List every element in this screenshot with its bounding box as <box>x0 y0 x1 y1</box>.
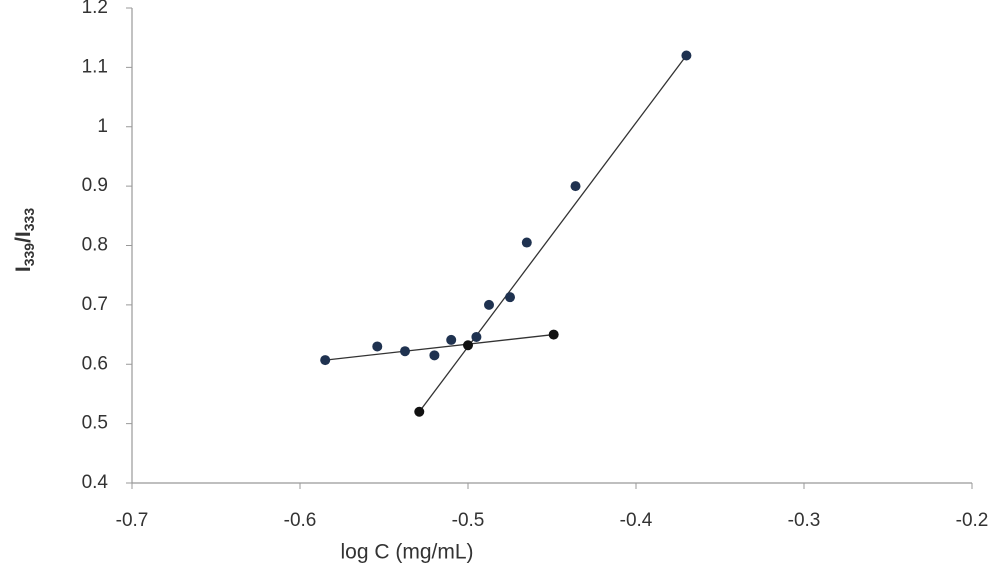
point <box>484 299 494 310</box>
trendline <box>418 55 687 413</box>
trendline <box>325 333 554 361</box>
y-tick-label: 0.7 <box>82 294 108 315</box>
point <box>570 181 581 192</box>
point <box>505 292 515 303</box>
y-tick-label: 0.6 <box>82 353 108 374</box>
point <box>681 50 692 61</box>
y-label-sub: 339 <box>21 243 37 267</box>
x-tick-label: -0.7 <box>116 510 149 531</box>
y-tick-label: 0.9 <box>82 175 108 196</box>
y-tick-label: 1 <box>97 116 108 137</box>
point <box>372 341 383 352</box>
y-axis-label: I339/I333 <box>12 208 37 272</box>
y-tick-label: 1.1 <box>82 56 108 77</box>
x-tick-label: -0.6 <box>284 510 317 531</box>
point <box>471 331 482 342</box>
point <box>548 329 559 340</box>
y-tick-label: 0.5 <box>82 413 108 434</box>
y-label-sub: 333 <box>21 208 37 232</box>
y-label-part: I <box>12 266 35 272</box>
x-tick-label: -0.2 <box>956 510 989 531</box>
point <box>414 406 425 417</box>
x-tick-label: -0.4 <box>620 510 653 531</box>
y-tick-label: 1.2 <box>82 0 108 18</box>
point <box>320 355 331 366</box>
point <box>463 340 473 351</box>
y-tick-label: 0.4 <box>82 472 109 493</box>
x-tick-label: -0.3 <box>788 510 821 531</box>
x-tick-label: -0.5 <box>452 510 485 531</box>
point <box>446 334 457 345</box>
point <box>429 350 440 361</box>
point <box>521 237 532 248</box>
y-tick-label: 0.8 <box>82 235 108 256</box>
point <box>400 346 410 357</box>
x-axis-label: log C (mg/mL) <box>340 541 473 564</box>
y-label-part: /I <box>12 231 35 243</box>
